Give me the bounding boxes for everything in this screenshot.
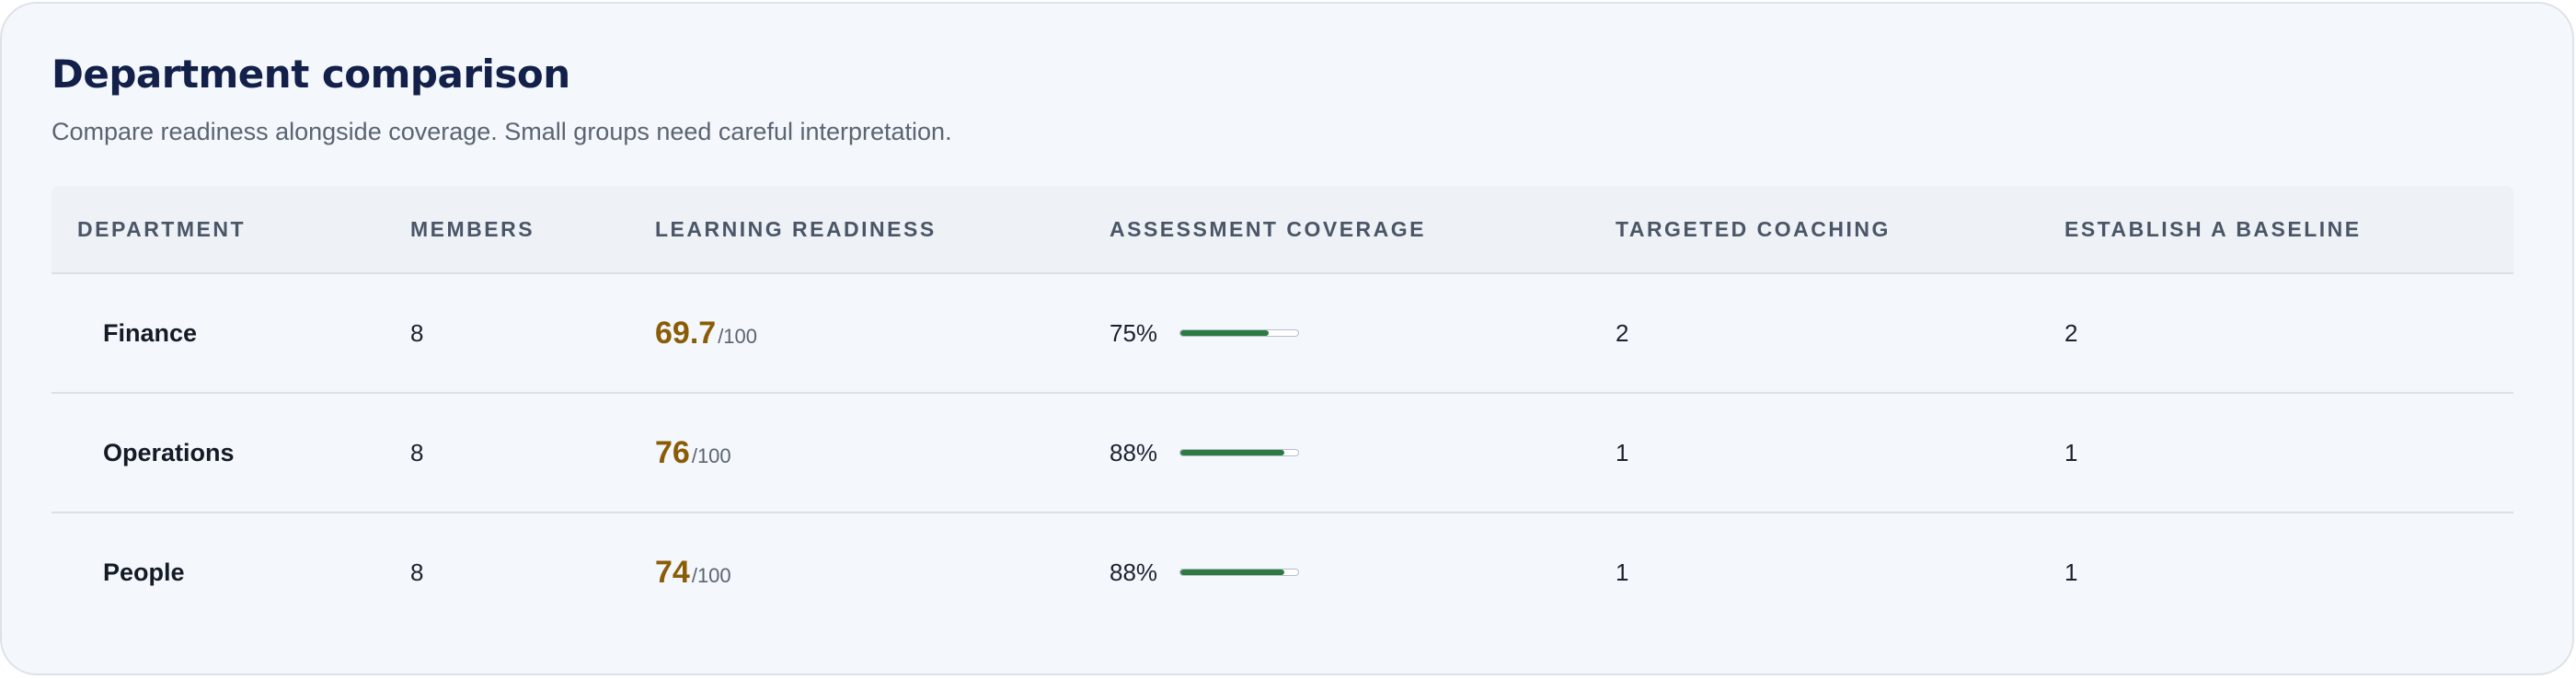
readiness-max: /100 — [718, 325, 758, 348]
establish-baseline-count: 1 — [2064, 438, 2078, 466]
department-name: Operations — [103, 438, 235, 466]
coverage-percent: 88% — [1110, 438, 1158, 466]
column-header-establish-baseline[interactable]: ESTABLISH A BASELINE — [2064, 217, 2362, 241]
column-header-members[interactable]: MEMBERS — [410, 217, 535, 241]
targeted-coaching-count: 1 — [1616, 438, 1629, 466]
table-row[interactable]: Operations 8 76/100 88% 1 1 — [52, 394, 2513, 513]
coverage-progress-bar — [1179, 329, 1299, 337]
learning-readiness-score: 69.7/100 — [655, 274, 757, 392]
readiness-value: 76 — [655, 434, 690, 470]
learning-readiness-score: 74/100 — [655, 513, 731, 631]
assessment-coverage: 88% — [1110, 394, 1299, 512]
column-header-assessment-coverage[interactable]: ASSESSMENT COVERAGE — [1110, 217, 1426, 241]
assessment-coverage: 75% — [1110, 274, 1299, 392]
column-header-department[interactable]: DEPARTMENT — [77, 217, 247, 241]
readiness-max: /100 — [691, 444, 731, 467]
table-header: DEPARTMENT MEMBERS LEARNING READINESS AS… — [52, 186, 2513, 274]
coverage-percent: 75% — [1110, 318, 1158, 347]
coverage-progress-bar — [1179, 569, 1299, 576]
members-count: 8 — [410, 318, 424, 347]
members-count: 8 — [410, 558, 424, 586]
establish-baseline-count: 1 — [2064, 558, 2078, 586]
department-name: Finance — [103, 318, 198, 347]
coverage-progress-bar — [1179, 449, 1299, 456]
table-row[interactable]: Finance 8 69.7/100 75% 2 2 — [52, 274, 2513, 394]
coverage-progress-fill — [1180, 330, 1269, 336]
coverage-progress-fill — [1180, 450, 1284, 455]
members-count: 8 — [410, 438, 424, 466]
targeted-coaching-count: 2 — [1616, 318, 1629, 347]
column-header-targeted-coaching[interactable]: TARGETED COACHING — [1616, 217, 1891, 241]
department-name: People — [103, 558, 185, 586]
coverage-percent: 88% — [1110, 558, 1158, 586]
establish-baseline-count: 2 — [2064, 318, 2078, 347]
learning-readiness-score: 76/100 — [655, 394, 731, 512]
card-title: Department comparison — [52, 52, 570, 97]
department-table: DEPARTMENT MEMBERS LEARNING READINESS AS… — [52, 186, 2513, 631]
table-row[interactable]: People 8 74/100 88% 1 1 — [52, 513, 2513, 631]
column-header-learning-readiness[interactable]: LEARNING READINESS — [655, 217, 937, 241]
readiness-value: 74 — [655, 554, 690, 590]
readiness-max: /100 — [691, 564, 731, 587]
coverage-progress-fill — [1180, 570, 1284, 575]
readiness-value: 69.7 — [655, 315, 717, 351]
card-subtitle: Compare readiness alongside coverage. Sm… — [52, 118, 952, 145]
targeted-coaching-count: 1 — [1616, 558, 1629, 586]
assessment-coverage: 88% — [1110, 513, 1299, 631]
